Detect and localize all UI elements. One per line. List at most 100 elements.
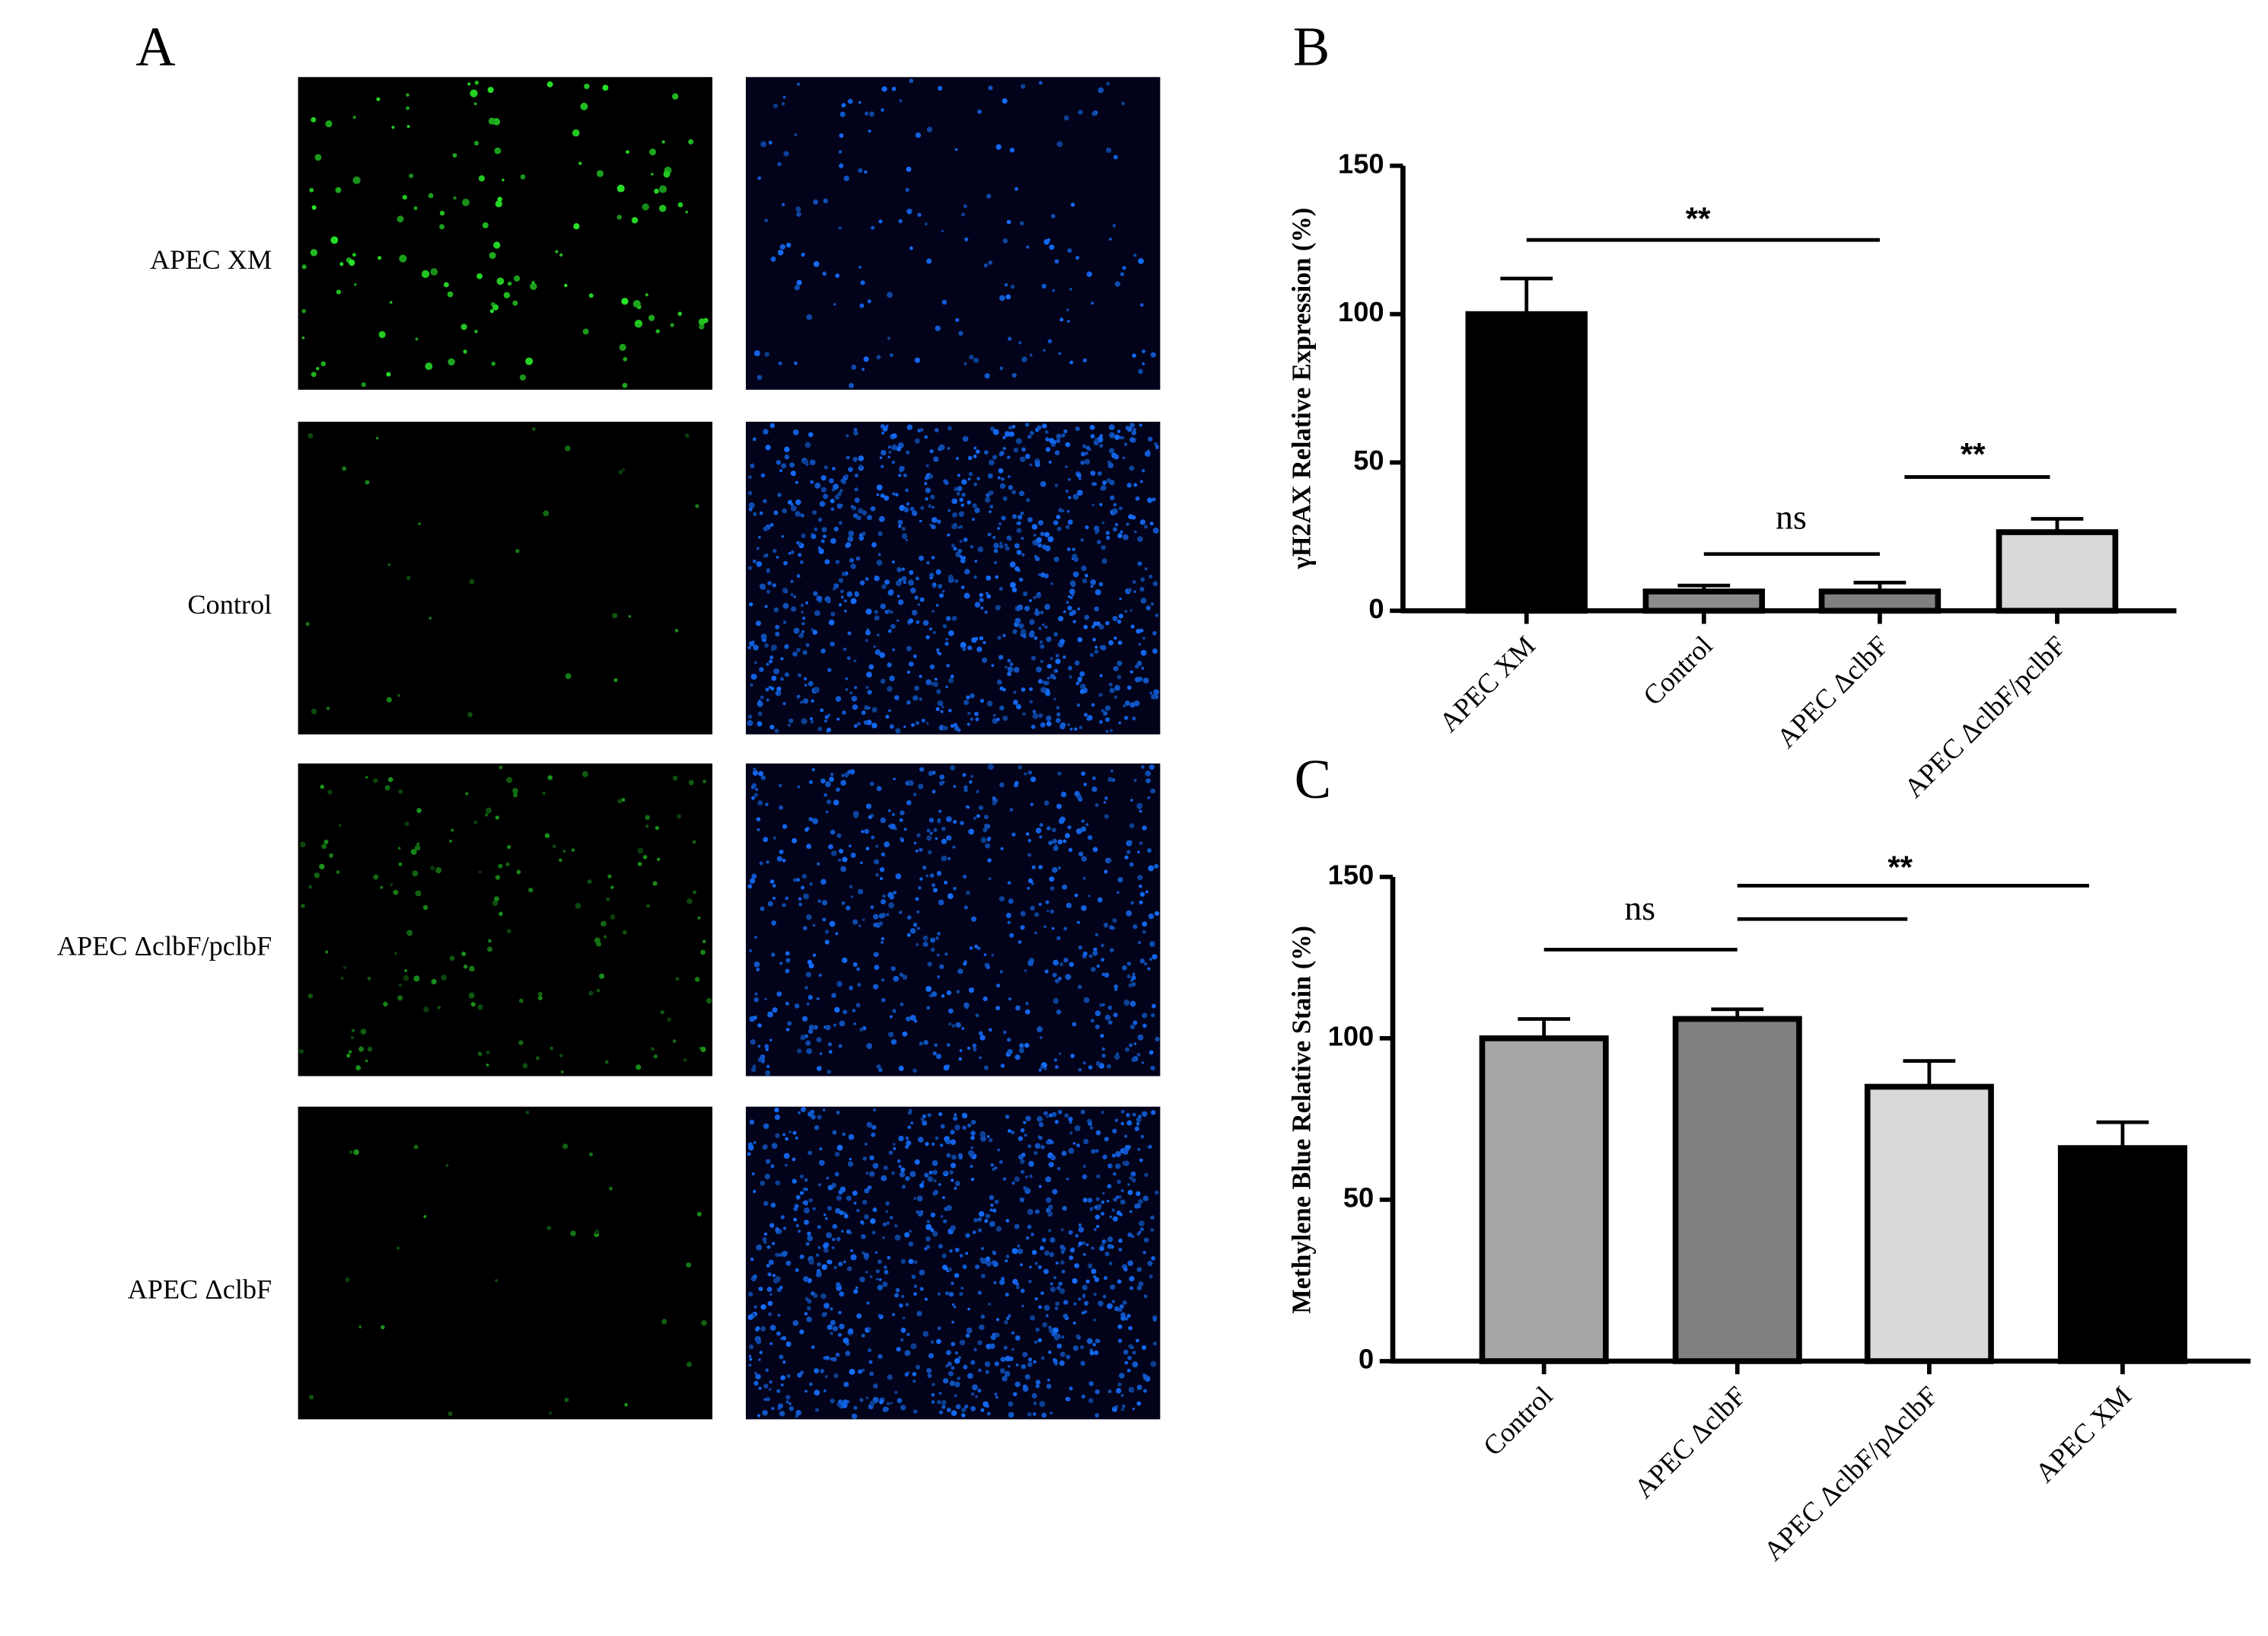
cell <box>796 878 801 882</box>
cell <box>887 808 891 812</box>
cell <box>875 1269 881 1274</box>
cell <box>1050 1237 1056 1243</box>
cell <box>777 1313 781 1317</box>
cell <box>608 1186 613 1191</box>
cell <box>1124 442 1128 446</box>
cell <box>750 1257 754 1261</box>
cell <box>353 1149 359 1156</box>
cell <box>825 810 829 814</box>
cell <box>748 502 755 509</box>
cell <box>787 1021 792 1026</box>
cell <box>1101 521 1105 525</box>
cell <box>977 1340 983 1346</box>
cell <box>999 970 1003 974</box>
cell <box>1082 1293 1086 1297</box>
cell <box>888 902 895 909</box>
cell <box>928 504 932 508</box>
cell <box>406 125 410 129</box>
cell <box>814 1408 820 1412</box>
cell <box>751 873 757 879</box>
cell <box>1149 521 1154 526</box>
cell <box>808 963 814 969</box>
cell <box>628 614 632 618</box>
cell <box>925 222 928 226</box>
cell <box>1024 969 1027 972</box>
cell <box>867 1348 872 1353</box>
cell <box>999 483 1006 490</box>
cell <box>931 681 935 686</box>
cell <box>1104 869 1108 874</box>
cell <box>1097 897 1103 903</box>
cell <box>909 78 914 84</box>
cell <box>782 1360 786 1364</box>
cell <box>795 206 801 212</box>
cell <box>1094 1149 1099 1153</box>
cell <box>915 132 922 139</box>
cell <box>803 1276 809 1282</box>
cell <box>1136 1052 1141 1057</box>
cell <box>1094 588 1101 595</box>
cell <box>769 659 773 664</box>
cell <box>1028 687 1034 691</box>
cell <box>1119 1212 1123 1217</box>
cell <box>785 968 790 974</box>
y-tick-label: 150 <box>1338 148 1384 179</box>
cell <box>1124 1134 1128 1138</box>
cell <box>897 474 902 477</box>
cell <box>858 924 862 927</box>
cell <box>1143 1294 1148 1299</box>
cell <box>1002 446 1006 451</box>
cell <box>1108 448 1115 454</box>
cell <box>948 574 954 580</box>
cell <box>909 1014 916 1021</box>
micrograph-background <box>745 763 1161 1076</box>
cell <box>1101 709 1105 713</box>
cell <box>1107 1005 1113 1010</box>
cell <box>802 698 809 704</box>
cell <box>1020 629 1027 635</box>
cell <box>984 373 990 379</box>
cell <box>1085 1279 1090 1284</box>
cell <box>1118 1238 1123 1243</box>
cell <box>1043 1304 1050 1311</box>
cell <box>1018 765 1023 770</box>
cell <box>803 1200 808 1205</box>
cell <box>818 548 824 554</box>
cell <box>771 648 774 652</box>
cell <box>766 1064 770 1069</box>
cell <box>1145 890 1148 894</box>
cell <box>776 686 782 691</box>
cell <box>919 1287 924 1291</box>
cell <box>1083 997 1090 1003</box>
cell <box>760 141 767 148</box>
cell <box>607 874 612 879</box>
cell <box>882 1222 887 1226</box>
cell <box>1129 423 1135 428</box>
cell <box>1059 962 1064 967</box>
cell <box>672 1039 677 1043</box>
cell <box>919 697 922 701</box>
cell <box>1091 624 1095 629</box>
cell <box>448 358 455 366</box>
cell <box>888 1150 894 1155</box>
cell <box>957 1356 961 1360</box>
cell <box>1021 537 1024 540</box>
cell <box>919 877 923 881</box>
cell <box>788 718 794 723</box>
cell <box>954 1351 958 1355</box>
cell <box>763 1201 769 1207</box>
cell <box>1148 764 1155 770</box>
cell <box>854 686 857 689</box>
cell <box>846 591 853 598</box>
cell <box>1120 272 1125 276</box>
x-tick-label: APEC ΔclbF/pclbF <box>1898 630 2072 804</box>
cell <box>850 895 854 898</box>
cell <box>430 866 435 871</box>
cell <box>901 567 906 571</box>
cell <box>1045 1176 1052 1183</box>
cell <box>963 962 967 966</box>
cell <box>1028 631 1035 638</box>
cell <box>764 218 769 223</box>
cell <box>757 1414 760 1418</box>
cell <box>1027 1224 1032 1229</box>
